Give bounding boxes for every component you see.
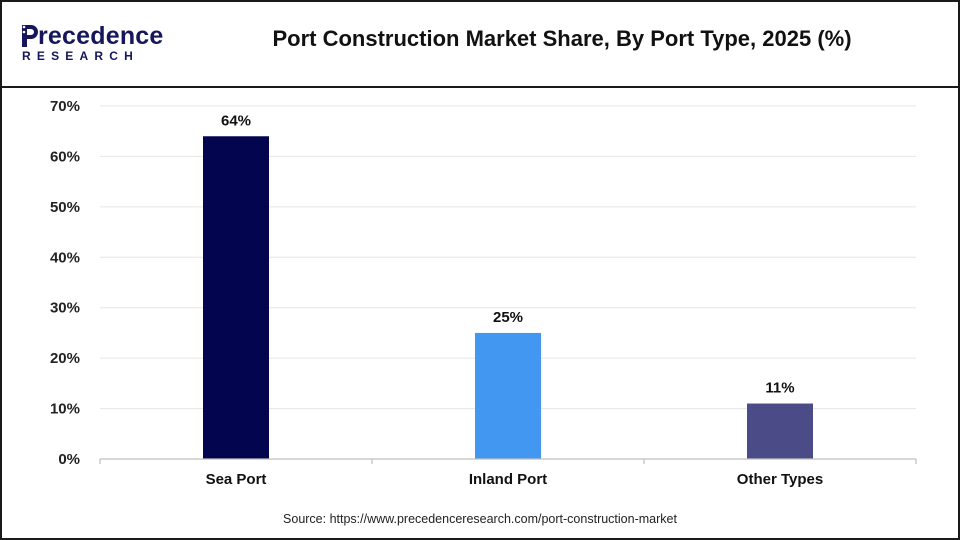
logo-wordmark: recedence (22, 22, 164, 51)
y-tick-label: 30% (50, 300, 80, 317)
source-note: Source: https://www.precedenceresearch.c… (283, 512, 677, 526)
x-tick-label: Sea Port (206, 471, 267, 488)
data-label: 11% (765, 380, 794, 397)
y-tick-label: 60% (50, 148, 80, 165)
y-tick-label: 40% (50, 249, 80, 266)
logo-word-text: recedence (38, 22, 164, 50)
x-tick-label: Other Types (737, 471, 823, 488)
logo-subtitle: RESEARCH (22, 49, 139, 63)
y-tick-label: 70% (50, 98, 80, 115)
header: recedence RESEARCH Port Construction Mar… (2, 2, 958, 88)
chart-title: Port Construction Market Share, By Port … (272, 26, 852, 51)
bars (203, 136, 813, 459)
bar (203, 136, 269, 459)
y-tick-label: 0% (58, 451, 80, 468)
logo-mark-icon (22, 25, 38, 47)
brand-logo: recedence RESEARCH (16, 18, 166, 68)
data-labels: 64% 25% 11% (221, 112, 795, 396)
bar (747, 403, 813, 459)
data-label: 25% (493, 309, 523, 326)
x-axis: Sea Port Inland Port Other Types (99, 458, 917, 488)
y-axis-ticks: 0% 10% 20% 30% 40% 50% 60% 70% (50, 98, 80, 468)
y-tick-label: 10% (50, 401, 80, 418)
y-tick-label: 50% (50, 199, 80, 216)
x-tick-label: Inland Port (469, 471, 547, 488)
data-label: 64% (221, 112, 251, 129)
bar (475, 332, 541, 459)
y-tick-label: 20% (50, 350, 80, 367)
